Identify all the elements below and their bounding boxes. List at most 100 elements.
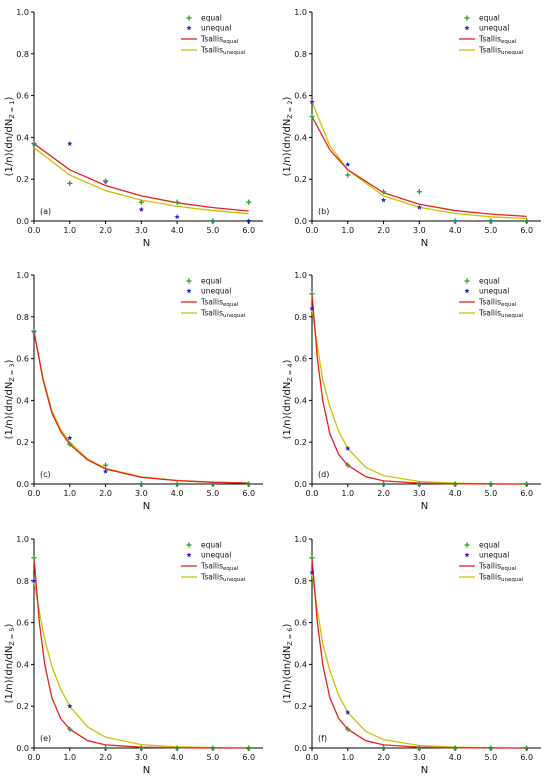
panel-0: 0.0 1.0 2.0 3.0 4.0 5.0 6.0 0.0 0.2 0.4 0.6 0.8 1.0 N… [4, 8, 263, 249]
y-tick-label: 0.4 [294, 133, 307, 142]
x-tick-label: 5.0 [485, 489, 498, 498]
legend-tsallis-base: Tsallis [478, 35, 501, 44]
y-tick-label: 0.8 [294, 313, 307, 322]
curve-tsallis-unequal [311, 308, 527, 485]
legend-label-tsallis-equal: Tsallisequal [200, 35, 239, 46]
legend-tsallis-base: Tsallis [478, 562, 501, 571]
legend-tsallis-sub: equal [501, 566, 517, 572]
y-axis-label-main: (1/n)(dn/dN [282, 119, 293, 177]
y-tick-label: 1.0 [16, 535, 29, 544]
legend-label-equal: equal [201, 14, 222, 23]
point-unequal [174, 214, 180, 220]
legend-tsallis-base: Tsallis [478, 46, 501, 55]
legend-tsallis-sub: equal [223, 302, 239, 308]
legend-label-tsallis-unequal: Tsallisunequal [200, 46, 246, 57]
x-tick-label: 3.0 [413, 489, 426, 498]
x-tick-label: 1.0 [341, 226, 354, 235]
x-tick-label: 4.0 [171, 753, 184, 762]
curve-tsallis-equal [311, 557, 527, 749]
point-unequal [309, 305, 315, 311]
legend-tsallis-base: Tsallis [478, 298, 501, 307]
x-tick-label: 5.0 [207, 753, 220, 762]
curve-tsallis-unequal [33, 580, 249, 749]
y-tick-label: 0.8 [294, 50, 307, 59]
legend-label-tsallis-equal: Tsallisequal [200, 298, 239, 309]
x-tick-label: 4.0 [171, 489, 184, 498]
legend-tsallis-base: Tsallis [200, 573, 223, 582]
y-axis-label-sub: Z = 5 [8, 628, 16, 646]
legend-label-tsallis-unequal: Tsallisunequal [478, 309, 524, 320]
legend-tsallis-sub: unequal [223, 50, 246, 56]
y-tick-label: 0.6 [16, 619, 29, 628]
legend-tsallis-sub: unequal [501, 313, 524, 319]
curve-tsallis-equal [33, 557, 249, 749]
x-tick-label: 5.0 [485, 226, 498, 235]
y-tick-label: 0.4 [16, 396, 29, 405]
legend-label-tsallis-unequal: Tsallisunequal [478, 46, 524, 57]
x-tick-label: 2.0 [377, 753, 390, 762]
panel-label: (f) [318, 734, 327, 743]
y-axis-label-sub: Z = 1 [8, 101, 16, 119]
curve-tsallis-equal [311, 293, 527, 485]
y-tick-label: 0.2 [16, 438, 29, 447]
point-unequal [67, 703, 73, 709]
y-tick-label: 0.6 [294, 92, 307, 101]
x-tick-label: 3.0 [413, 226, 426, 235]
y-axis-label: (1/n)(dn/dNZ = 1) [4, 97, 16, 177]
x-tick-label: 6.0 [242, 753, 255, 762]
y-axis-label: (1/n)(dn/dNZ = 2) [282, 97, 294, 177]
legend-label-unequal: unequal [479, 287, 509, 296]
y-tick-label: 0.4 [16, 660, 29, 669]
y-tick-label: 0.8 [294, 577, 307, 586]
y-axis-label: (1/n)(dn/dNZ = 3) [4, 360, 16, 440]
legend-marker-unequal [186, 552, 192, 558]
y-tick-label: 0.2 [294, 438, 307, 447]
point-unequal [67, 435, 73, 441]
legend-label-tsallis-unequal: Tsallisunequal [478, 573, 524, 584]
y-tick-label: 0.0 [16, 744, 29, 753]
panel-label: (d) [318, 470, 329, 479]
legend-label-unequal: unequal [479, 24, 509, 33]
y-tick-label: 0.8 [16, 50, 29, 59]
point-unequal [246, 218, 252, 224]
x-tick-label: 1.0 [63, 226, 76, 235]
legend-tsallis-sub: equal [223, 39, 239, 45]
legend-tsallis-sub: equal [501, 39, 517, 45]
y-tick-label: 0.6 [16, 92, 29, 101]
x-tick-label: 6.0 [520, 753, 533, 762]
legend-label-tsallis-equal: Tsallisequal [478, 562, 517, 573]
y-axis-label-sub: Z = 6 [286, 628, 294, 646]
curve-tsallis-unequal [311, 101, 527, 220]
x-axis-label: N [421, 501, 428, 512]
y-tick-label: 0.0 [16, 217, 29, 226]
legend-tsallis-base: Tsallis [478, 573, 501, 582]
legend-tsallis-sub: unequal [501, 577, 524, 583]
x-axis-label: N [143, 501, 150, 512]
y-axis-label: (1/n)(dn/dNZ = 6) [282, 624, 294, 704]
x-axis-label: N [421, 238, 428, 249]
x-tick-label: 0.0 [306, 753, 319, 762]
x-axis-label: N [421, 765, 428, 776]
x-tick-label: 5.0 [207, 489, 220, 498]
point-unequal [309, 569, 315, 575]
panel-3: 0.0 1.0 2.0 3.0 4.0 5.0 6.0 0.0 0.2 0.4 0.6 0.8 1.0 N… [282, 271, 541, 512]
legend-label-tsallis-unequal: Tsallisunequal [200, 309, 246, 320]
y-tick-label: 0.4 [294, 396, 307, 405]
legend-label-equal: equal [201, 541, 222, 550]
legend-tsallis-base: Tsallis [200, 298, 223, 307]
x-tick-label: 1.0 [341, 753, 354, 762]
y-axis-label-close: ) [282, 360, 293, 364]
y-tick-label: 0.0 [16, 480, 29, 489]
y-axis-label-main: (1/n)(dn/dN [4, 646, 15, 704]
legend-marker-unequal [464, 25, 470, 31]
legend-label-tsallis-equal: Tsallisequal [478, 298, 517, 309]
x-tick-label: 4.0 [449, 753, 462, 762]
x-axis-label: N [143, 765, 150, 776]
x-tick-label: 2.0 [377, 489, 390, 498]
